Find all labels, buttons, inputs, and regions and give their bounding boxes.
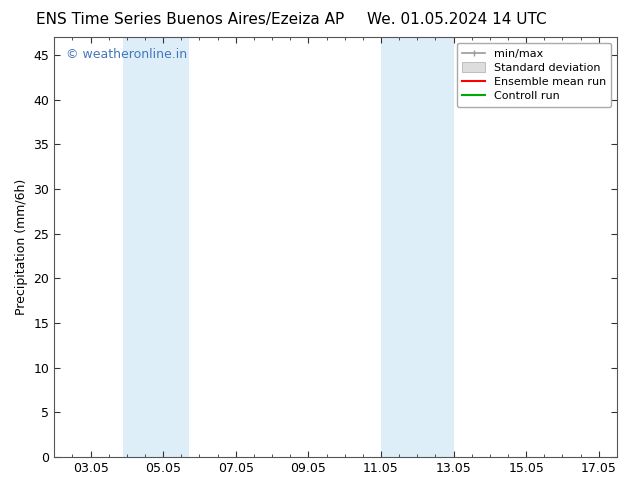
Text: We. 01.05.2024 14 UTC: We. 01.05.2024 14 UTC xyxy=(366,12,547,27)
Text: ENS Time Series Buenos Aires/Ezeiza AP: ENS Time Series Buenos Aires/Ezeiza AP xyxy=(36,12,344,27)
Bar xyxy=(413,37,453,457)
Bar xyxy=(123,37,148,457)
Bar xyxy=(381,37,413,457)
Y-axis label: Precipitation (mm/6h): Precipitation (mm/6h) xyxy=(15,179,28,315)
Bar xyxy=(148,37,188,457)
Legend: min/max, Standard deviation, Ensemble mean run, Controll run: min/max, Standard deviation, Ensemble me… xyxy=(457,43,611,107)
Text: © weatheronline.in: © weatheronline.in xyxy=(65,48,186,61)
